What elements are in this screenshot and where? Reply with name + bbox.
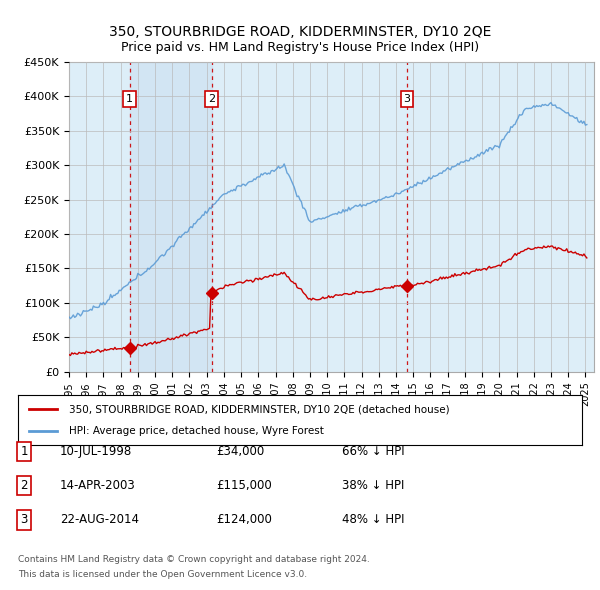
Text: Price paid vs. HM Land Registry's House Price Index (HPI): Price paid vs. HM Land Registry's House … <box>121 41 479 54</box>
Text: HPI: Average price, detached house, Wyre Forest: HPI: Average price, detached house, Wyre… <box>69 427 323 437</box>
Text: 38% ↓ HPI: 38% ↓ HPI <box>342 479 404 492</box>
Bar <box>130 62 212 372</box>
Text: 350, STOURBRIDGE ROAD, KIDDERMINSTER, DY10 2QE (detached house): 350, STOURBRIDGE ROAD, KIDDERMINSTER, DY… <box>69 404 449 414</box>
Text: 1: 1 <box>20 445 28 458</box>
Text: £34,000: £34,000 <box>216 445 264 458</box>
Text: 22-AUG-2014: 22-AUG-2014 <box>60 513 139 526</box>
Text: £124,000: £124,000 <box>216 513 272 526</box>
Text: Contains HM Land Registry data © Crown copyright and database right 2024.: Contains HM Land Registry data © Crown c… <box>18 555 370 563</box>
Text: 350, STOURBRIDGE ROAD, KIDDERMINSTER, DY10 2QE: 350, STOURBRIDGE ROAD, KIDDERMINSTER, DY… <box>109 25 491 40</box>
Text: This data is licensed under the Open Government Licence v3.0.: This data is licensed under the Open Gov… <box>18 570 307 579</box>
Text: 14-APR-2003: 14-APR-2003 <box>60 479 136 492</box>
Text: £115,000: £115,000 <box>216 479 272 492</box>
Text: 48% ↓ HPI: 48% ↓ HPI <box>342 513 404 526</box>
Text: 3: 3 <box>404 94 410 104</box>
Text: 2: 2 <box>208 94 215 104</box>
Text: 10-JUL-1998: 10-JUL-1998 <box>60 445 132 458</box>
Text: 2: 2 <box>20 479 28 492</box>
Text: 66% ↓ HPI: 66% ↓ HPI <box>342 445 404 458</box>
Text: 1: 1 <box>126 94 133 104</box>
Text: 3: 3 <box>20 513 28 526</box>
